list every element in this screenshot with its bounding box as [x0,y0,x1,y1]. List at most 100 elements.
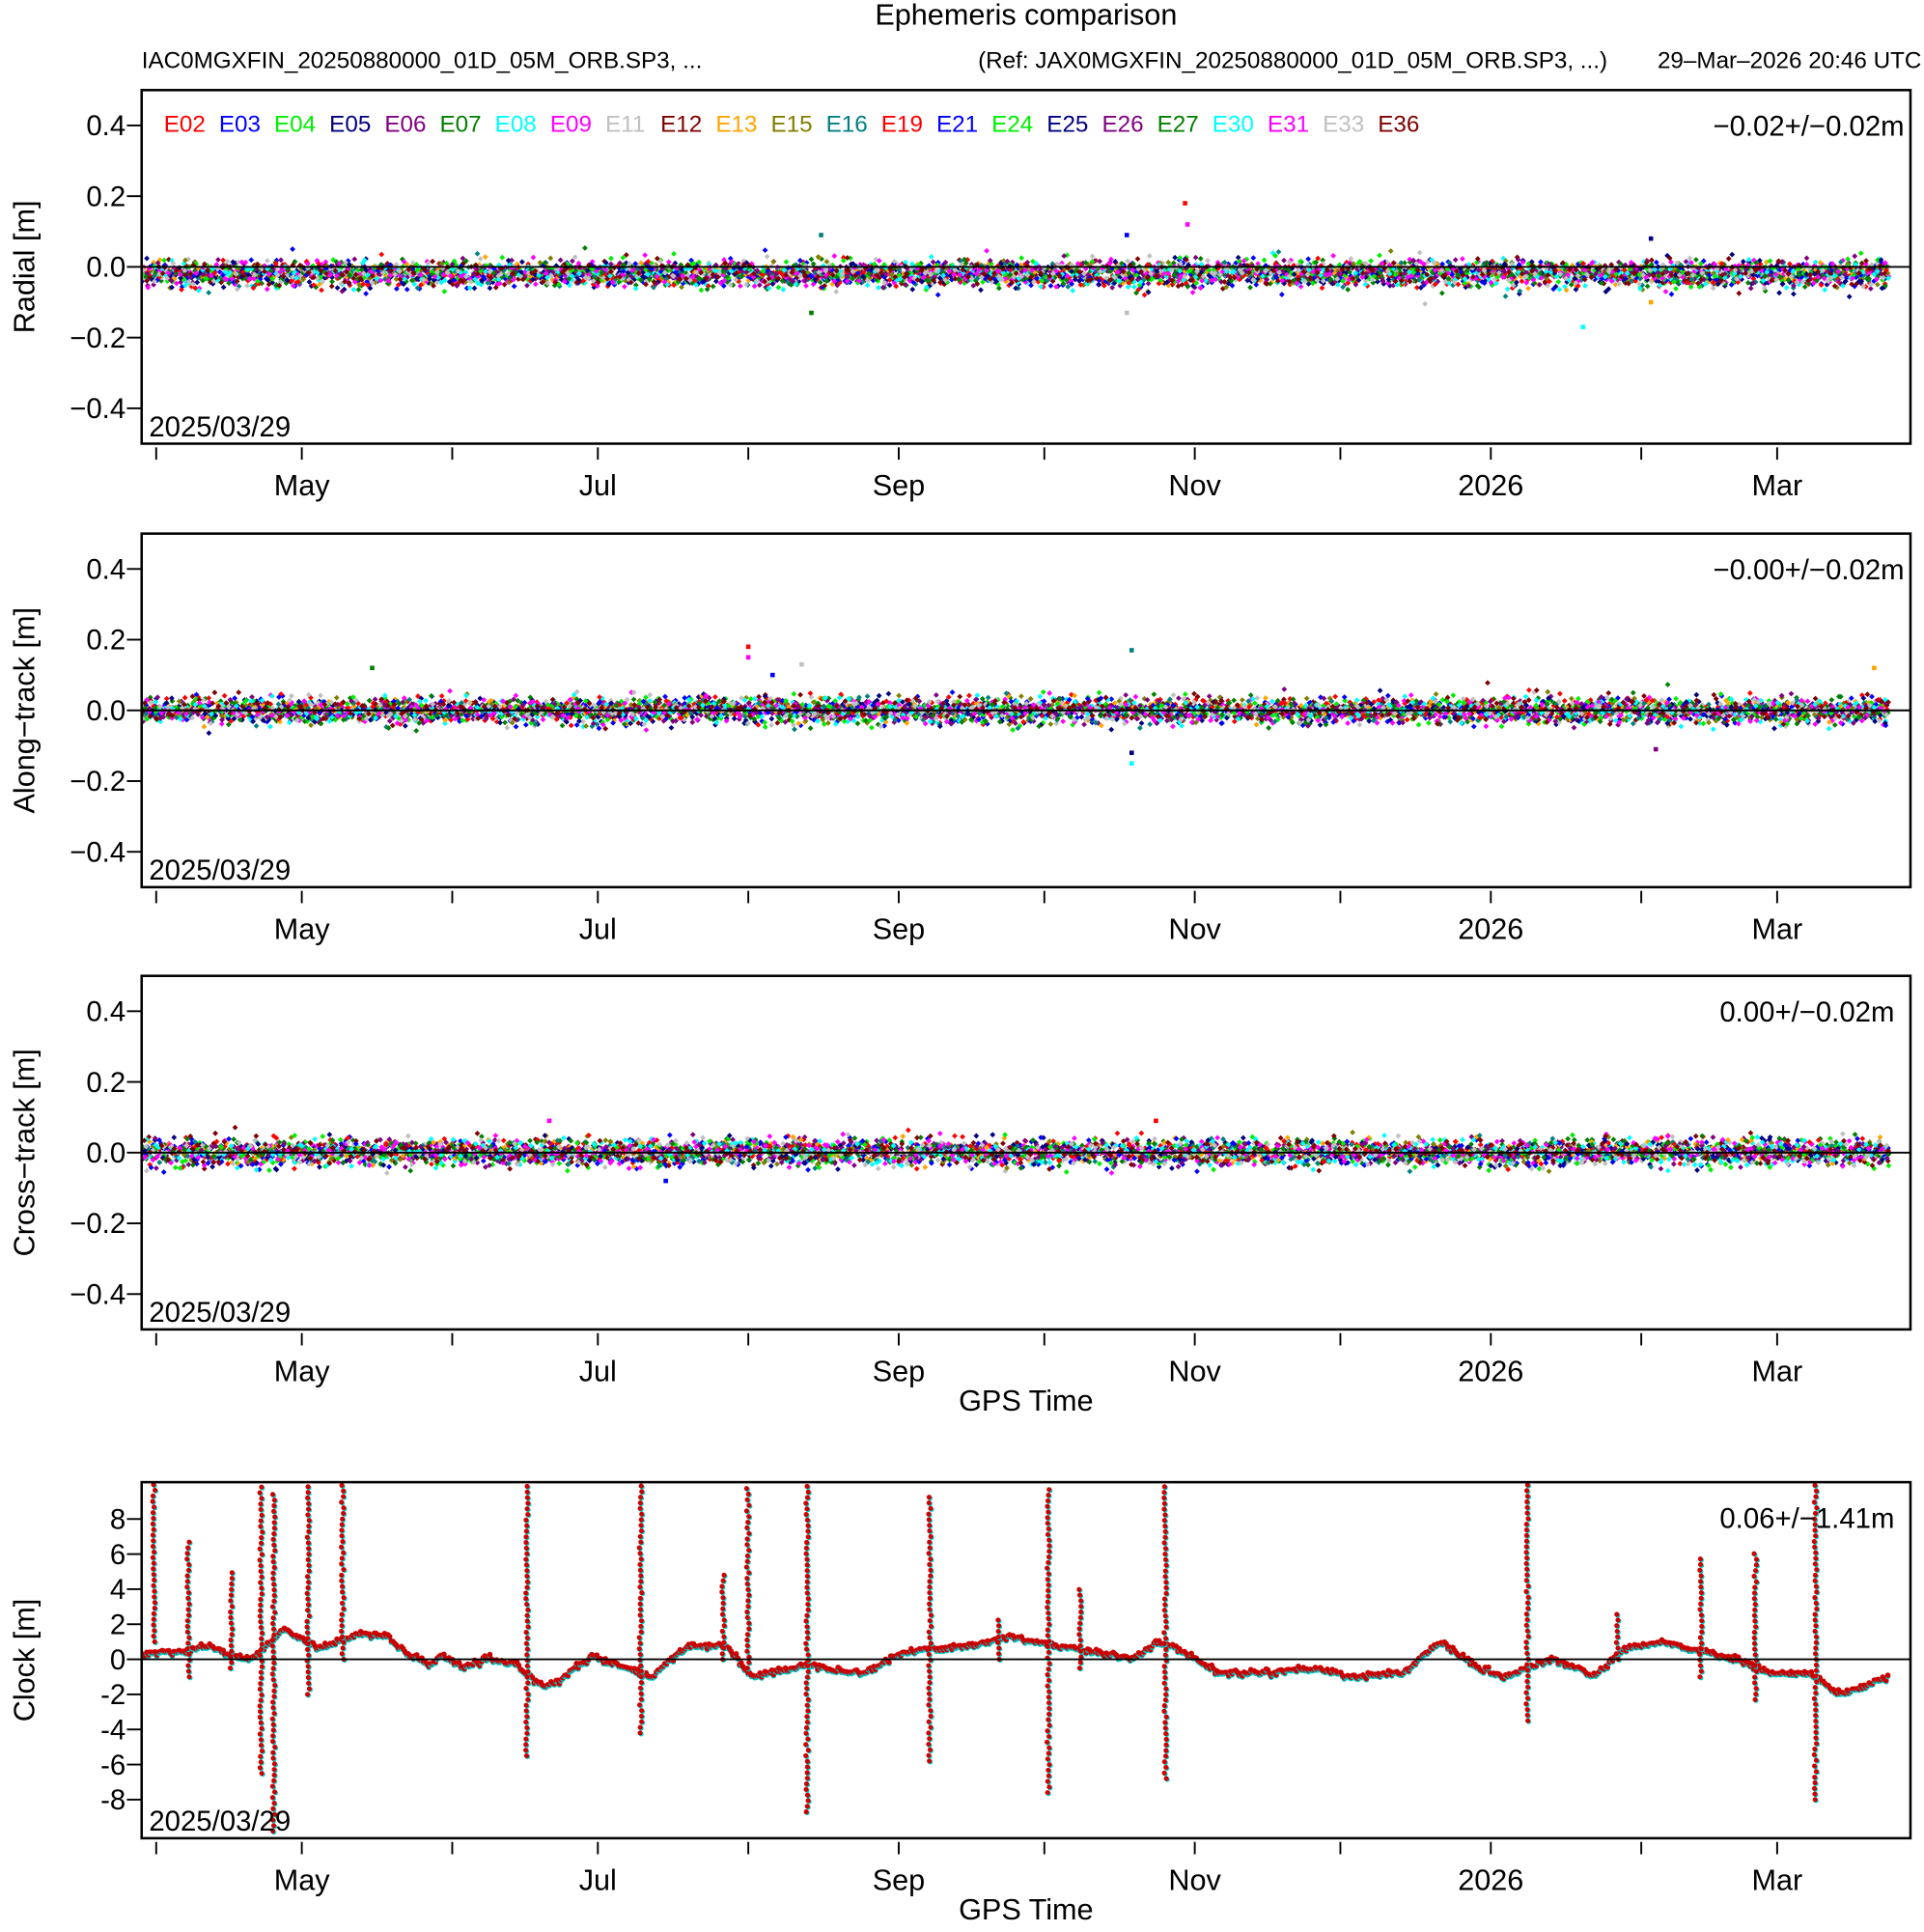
point-e15 [439,261,445,266]
legend-item-e06: E06 [384,112,426,138]
point-e19 [1455,281,1462,288]
point-e19 [250,285,257,292]
point-e16 [1837,259,1844,266]
point-e21 [1668,291,1675,297]
point-e03 [1278,292,1285,297]
point-e24 [269,275,276,282]
point-e26 [1803,255,1810,262]
point-e02 [1315,255,1322,262]
point-e21 [762,247,768,254]
point-e08 [438,279,445,286]
point-e11 [393,262,400,267]
point-e26 [579,270,586,277]
point-e19 [220,257,227,264]
point-e24 [1261,257,1268,264]
point-e25 [1729,251,1736,258]
point-e21 [621,268,627,274]
point-e31 [642,252,649,259]
point-e27 [329,278,335,285]
point-e13 [482,254,488,260]
point-e25 [487,285,493,292]
point-e11 [764,253,770,260]
point-e24 [1377,252,1382,259]
point-e08 [1822,287,1828,294]
point-e08 [902,259,908,266]
point-e24 [696,259,702,266]
point-e09 [1197,285,1204,292]
point-e25 [1111,280,1118,287]
point-e08 [1131,284,1137,291]
legend-item-e33: E33 [1323,112,1364,138]
point-e07 [1345,287,1352,293]
point-e12 [1649,257,1655,264]
point-e26 [557,257,564,264]
point-e11 [477,256,484,262]
data-points [141,201,1892,329]
point-e25 [1603,289,1609,295]
point-e02 [319,287,324,294]
point-e04 [1018,255,1024,262]
point-e06 [460,255,466,262]
point-e06 [756,282,763,289]
point-e26 [790,278,796,285]
point-e09 [242,259,249,266]
point-e25 [1069,268,1074,274]
point-e30 [632,286,639,292]
point-e25 [284,277,291,283]
point-e25 [144,255,150,262]
point-e09 [1330,253,1337,259]
point-e07 [1693,257,1699,263]
point-e30 [1070,288,1076,294]
legend-item-e27: E27 [1157,112,1199,138]
point-e25 [1417,285,1424,291]
point-e15 [815,254,822,261]
point-e30 [876,285,881,291]
point-e26 [454,283,460,289]
point-e26 [1192,254,1199,261]
point-e25 [1013,285,1019,292]
point-e21 [1700,258,1707,265]
point-e24 [161,257,167,264]
point-e05 [1528,259,1535,266]
point-e21 [1550,286,1557,293]
chart-title: Ephemeris comparison [875,0,1177,32]
point-e24 [760,267,767,274]
point-e25 [169,284,175,291]
point-e27 [1247,284,1253,291]
point-e25 [471,285,478,292]
point-e06 [970,282,977,289]
point-e05 [1791,291,1797,297]
reference-files: (Ref: JAX0MGXFIN_20250880000_01D_05M_ORB… [978,47,1607,73]
point-e16 [1502,293,1509,299]
point-e05 [1375,278,1380,285]
legend-item-e02: E02 [164,112,206,138]
point-e21 [404,286,410,293]
point-e09 [831,253,838,260]
legend-item-e36: E36 [1378,112,1419,138]
point-e03 [1253,281,1260,288]
point-e09 [738,283,743,290]
point-e05 [519,259,525,266]
legend-item-e09: E09 [550,112,592,138]
point-e25 [1072,276,1078,283]
point-e08 [928,254,934,260]
point-e25 [909,286,916,293]
point-e04 [671,250,677,257]
point-e24 [783,259,790,266]
legend-item-e04: E04 [274,112,316,138]
point-e30 [864,282,871,289]
point-e26 [278,257,284,264]
point-e21 [1754,272,1761,279]
legend-item-e11: E11 [605,112,645,138]
point-e03 [511,283,517,290]
point-e05 [194,279,201,286]
point-e15 [823,259,830,265]
point-e12 [1849,281,1855,288]
point-e24 [1368,258,1375,265]
generated-timestamp: 29–Mar–2026 20:46 UTC [1658,47,1921,73]
point-e11 [1416,249,1423,256]
point-e25 [1573,287,1579,293]
point-e27 [1438,290,1445,296]
